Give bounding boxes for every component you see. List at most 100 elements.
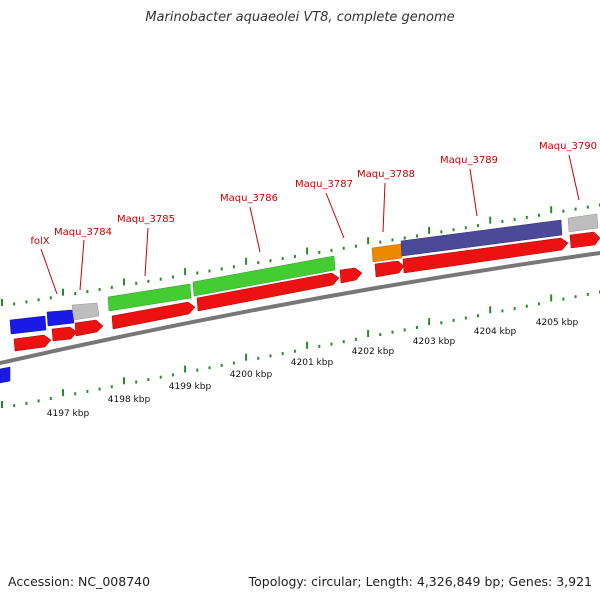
- scale-tick-minor: [208, 269, 211, 273]
- scale-tick-minor: [342, 246, 345, 250]
- gene-label: Maqu_3785: [117, 214, 175, 225]
- cds-arrow[interactable]: [402, 237, 569, 274]
- scale-tick-minor: [220, 267, 223, 271]
- scale-label: 4200 kbp: [230, 370, 273, 380]
- scale-tick-minor: [13, 404, 16, 408]
- cds-arrow[interactable]: [111, 301, 196, 330]
- cds-arrow[interactable]: [196, 272, 340, 312]
- gene-feature-maqu-3785[interactable]: [107, 283, 192, 312]
- scale-tick-minor: [574, 207, 577, 211]
- cds-arrow[interactable]: [569, 231, 600, 249]
- scale-tick-minor: [318, 344, 321, 348]
- scale-tick-minor: [525, 215, 528, 219]
- map-title: Marinobacter aquaeolei VT8, complete gen…: [145, 10, 455, 25]
- cds-arrow[interactable]: [339, 267, 363, 284]
- scale-tick-minor: [98, 387, 101, 391]
- scale-tick-minor: [293, 349, 296, 353]
- scale-tick-minor: [293, 255, 296, 258]
- scale-tick-minor: [269, 259, 272, 263]
- cds-arrow[interactable]: [13, 334, 52, 352]
- scale-tick-minor: [477, 314, 479, 318]
- scale-tick-minor: [171, 275, 174, 279]
- cds-features: [13, 231, 600, 352]
- scale-tick-major: [550, 294, 553, 302]
- scale-tick-minor: [281, 352, 284, 356]
- scale-tick-minor: [464, 226, 467, 230]
- scale-tick-minor: [13, 302, 16, 306]
- scale-tick-minor: [196, 271, 199, 275]
- scale-tick-major: [123, 278, 125, 286]
- scale-ticks-lower: [1, 290, 600, 408]
- scale-tick-major: [367, 330, 370, 337]
- scale-label: 4197 kbp: [47, 409, 90, 419]
- gene-feature-folx[interactable]: [9, 315, 47, 335]
- scale-tick-minor: [74, 292, 77, 296]
- scale-tick-minor: [159, 375, 162, 379]
- scale-tick-major: [62, 389, 64, 397]
- scale-tick-major: [1, 401, 3, 408]
- scale-tick-minor: [513, 307, 516, 311]
- scale-label: 4205 kbp: [536, 318, 579, 328]
- scale-tick-major: [123, 377, 125, 385]
- cds-arrow[interactable]: [74, 319, 104, 337]
- scale-tick-minor: [159, 277, 162, 281]
- gene-feature-maqu-3786[interactable]: [192, 255, 336, 297]
- accession-text: Accession: NC_008740: [8, 574, 151, 589]
- gene-label: Maqu_3790: [539, 141, 597, 152]
- scale-tick-minor: [354, 244, 357, 248]
- scale-tick-minor: [281, 257, 284, 261]
- scale-tick-minor: [37, 399, 40, 403]
- scale-tick-minor: [501, 220, 504, 223]
- gene-feature-left-edge[interactable]: [0, 366, 11, 384]
- gene-feature-maqu-3788[interactable]: [371, 243, 403, 263]
- scale-tick-major: [245, 257, 248, 265]
- scale-tick-minor: [330, 342, 333, 346]
- scale-tick-minor: [232, 265, 235, 269]
- scale-tick-minor: [196, 368, 199, 372]
- scale-tick-minor: [477, 224, 479, 228]
- scale-ticks-upper: [1, 203, 600, 306]
- scale-tick-minor: [49, 296, 52, 300]
- scale-tick-minor: [232, 361, 235, 365]
- scale-tick-minor: [501, 309, 504, 313]
- gene-feature-maqu-3789[interactable]: [400, 219, 563, 257]
- scale-tick-major: [306, 247, 309, 255]
- cds-arrow[interactable]: [51, 326, 78, 342]
- scale-tick-major: [1, 299, 3, 306]
- scale-tick-minor: [171, 373, 174, 377]
- cds-arrow[interactable]: [374, 260, 405, 278]
- gene-feature-maqu-3784-blue[interactable]: [46, 309, 75, 327]
- scale-tick-major: [245, 353, 248, 361]
- scale-tick-minor: [440, 321, 443, 325]
- scale-tick-minor: [415, 326, 418, 329]
- gene-label: Maqu_3786: [220, 193, 278, 204]
- scale-tick-minor: [110, 385, 113, 389]
- scale-tick-minor: [452, 318, 455, 322]
- scale-label: 4203 kbp: [413, 337, 456, 347]
- gene-feature-maqu-3784-grey[interactable]: [71, 302, 100, 321]
- scale-tick-minor: [257, 356, 260, 360]
- gene-label: Maqu_3789: [440, 155, 498, 166]
- scale-tick-minor: [269, 354, 272, 358]
- scale-tick-minor: [562, 297, 565, 301]
- scale-tick-major: [550, 206, 553, 214]
- scale-tick-minor: [379, 333, 382, 337]
- gene-label: folX: [30, 236, 49, 247]
- gene-feature-maqu-3790[interactable]: [567, 213, 599, 233]
- scale-tick-major: [306, 341, 309, 349]
- scale-tick-major: [489, 216, 492, 224]
- scale-labels: 4197 kbp 4198 kbp 4199 kbp 4200 kbp 4201…: [47, 318, 579, 419]
- scale-tick-minor: [110, 285, 113, 289]
- scale-tick-minor: [452, 228, 455, 232]
- scale-label: 4199 kbp: [169, 382, 212, 392]
- gene-label: Maqu_3788: [357, 169, 415, 180]
- scale-tick-minor: [354, 337, 357, 341]
- scale-tick-minor: [525, 304, 528, 308]
- scale-tick-minor: [86, 290, 89, 294]
- scale-tick-minor: [208, 366, 211, 370]
- scale-tick-minor: [379, 240, 382, 244]
- scale-tick-minor: [147, 279, 150, 283]
- scale-label: 4198 kbp: [108, 395, 151, 405]
- scale-tick-minor: [586, 205, 589, 209]
